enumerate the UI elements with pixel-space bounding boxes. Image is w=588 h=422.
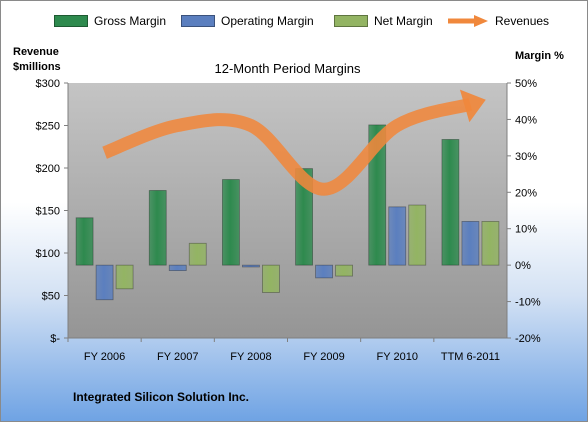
left-tick-label: $200 (36, 163, 60, 175)
x-tick-label: FY 2010 (377, 351, 418, 363)
x-tick-label: FY 2006 (84, 351, 125, 363)
gross-margin-bar (295, 168, 313, 266)
left-tick-label: $250 (36, 121, 60, 133)
gross-margin-bar (148, 190, 167, 266)
net-margin-bar (188, 242, 207, 266)
right-tick-label: -10% (515, 297, 541, 309)
right-tick-label: -20% (515, 333, 541, 345)
left-axis-label-line2: $millions (13, 61, 61, 73)
legend-gross-swatch (54, 15, 88, 27)
legend-operating-swatch (181, 15, 215, 27)
right-tick-label: 10% (515, 224, 537, 236)
x-tick-label: FY 2009 (303, 351, 344, 363)
revenues-arrowhead (459, 89, 486, 123)
legend-revenues-label: Revenues (495, 14, 550, 28)
net-margin-bar (115, 264, 134, 290)
net-margin-bar (335, 264, 353, 277)
legend: Gross Margin Operating Margin Net Margin… (1, 11, 587, 31)
legend-revenues-arrow-icon (448, 15, 488, 27)
legend-gross-margin: Gross Margin (54, 11, 166, 31)
operating-margin-bar (242, 264, 260, 268)
operating-margin-bar (461, 221, 480, 266)
left-tick-label: $300 (36, 78, 60, 90)
left-tick-label: $100 (36, 248, 60, 260)
x-tick-label: TTM 6-2011 (441, 351, 500, 363)
right-axis-label: Margin % (515, 50, 564, 62)
revenues-line (102, 97, 473, 196)
right-tick-label: 20% (515, 187, 537, 199)
right-tick-label: 0% (515, 260, 531, 272)
left-tick-label: $150 (36, 206, 60, 218)
legend-net-swatch (334, 15, 368, 27)
net-margin-bar (262, 264, 280, 293)
legend-gross-label: Gross Margin (94, 14, 167, 28)
chart-title: 12-Month Period Margins (215, 61, 361, 76)
net-margin-bar (408, 204, 427, 266)
right-tick-label: 40% (515, 114, 537, 126)
left-tick-label: $50 (42, 291, 60, 303)
legend-operating-label: Operating Margin (221, 14, 314, 28)
gross-margin-bar (441, 139, 460, 266)
operating-margin-bar (168, 264, 187, 272)
legend-operating-margin: Operating Margin (181, 11, 314, 31)
x-tick-label: FY 2008 (230, 351, 271, 363)
legend-net-label: Net Margin (374, 14, 433, 28)
right-tick-label: 50% (515, 78, 537, 90)
gross-margin-bar (368, 124, 387, 266)
plot-area (68, 83, 507, 338)
gross-margin-bar (75, 217, 94, 266)
right-tick-label: 30% (515, 151, 537, 163)
operating-margin-bar (388, 206, 407, 266)
company-name: Integrated Silicon Solution Inc. (73, 390, 250, 404)
net-margin-bar (481, 221, 500, 266)
legend-revenues: Revenues (447, 11, 549, 31)
left-axis-label-line1: Revenue (13, 46, 59, 58)
operating-margin-bar (95, 264, 114, 301)
left-axis-label: Revenue $millions (13, 45, 61, 75)
x-tick-label: FY 2007 (157, 351, 198, 363)
left-tick-label: $- (50, 333, 60, 345)
gross-margin-bar (222, 179, 240, 266)
operating-margin-bar (315, 264, 333, 279)
legend-net-margin: Net Margin (334, 11, 433, 31)
